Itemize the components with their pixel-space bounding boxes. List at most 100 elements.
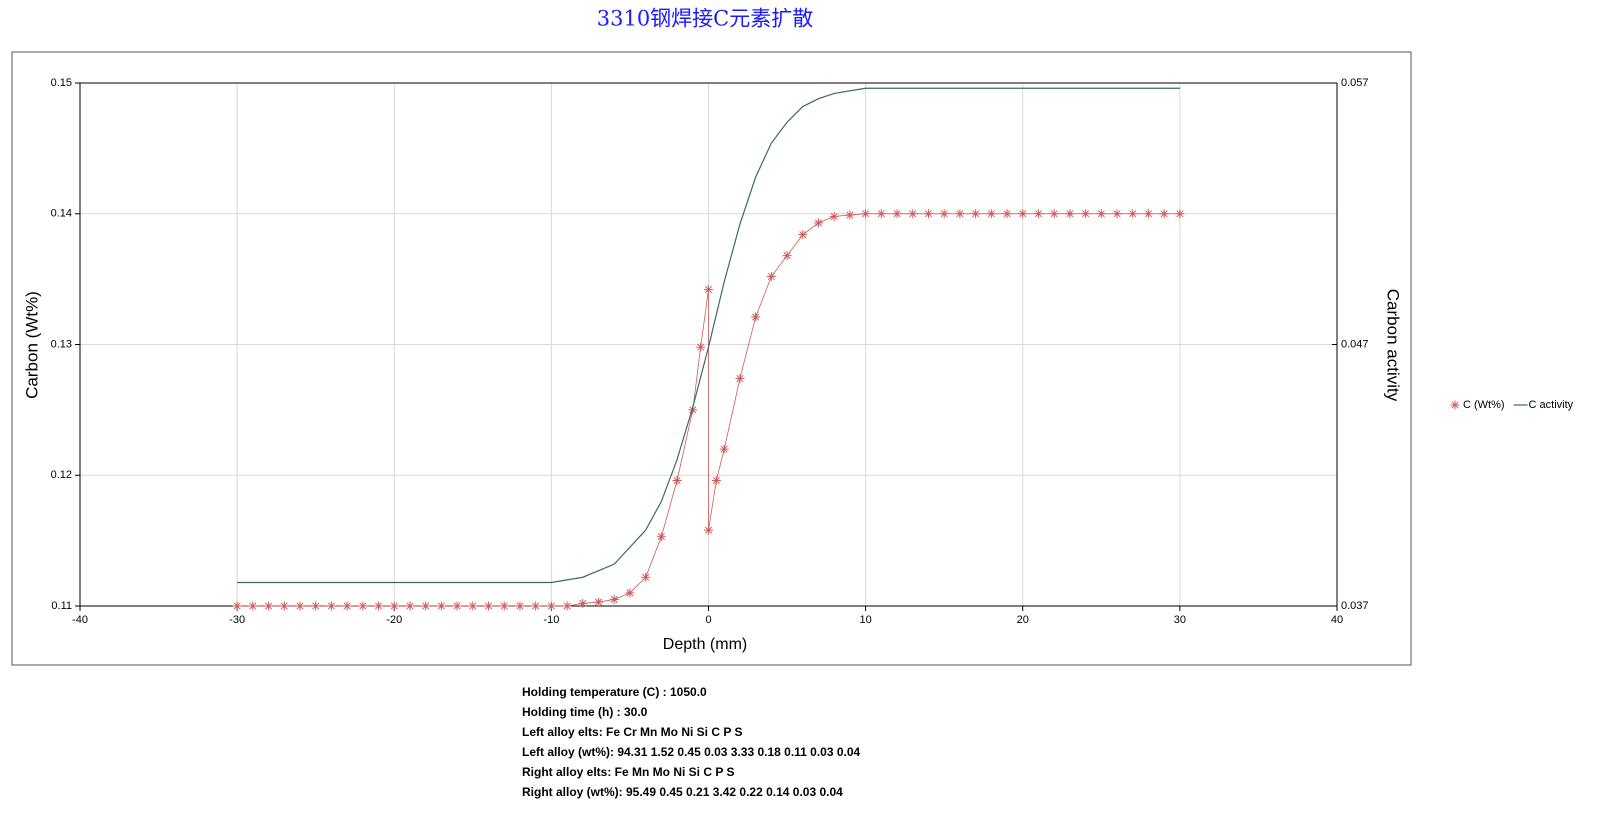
data-point <box>594 597 604 607</box>
data-point <box>358 601 368 611</box>
data-point <box>1065 209 1075 219</box>
info-line: Holding time (h) : 30.0 <box>522 705 648 719</box>
data-point <box>1143 209 1153 219</box>
data-point <box>389 601 399 611</box>
y-tick-label: 0.12 <box>51 469 72 481</box>
info-line: Holding temperature (C) : 1050.0 <box>522 685 707 699</box>
data-point <box>751 312 761 322</box>
data-point <box>499 601 509 611</box>
legend-swatch <box>1450 400 1460 410</box>
legend-label: C (Wt%) <box>1463 399 1505 411</box>
x-tick-label: -20 <box>386 614 402 626</box>
series-line <box>237 87 1180 584</box>
data-point <box>232 601 242 611</box>
data-point <box>876 209 886 219</box>
data-point <box>484 601 494 611</box>
data-point <box>562 601 572 611</box>
data-point <box>1081 209 1091 219</box>
data-point <box>546 601 556 611</box>
data-point <box>688 405 698 415</box>
data-point <box>704 525 713 535</box>
y2-tick-label: 0.037 <box>1341 600 1369 612</box>
data-point <box>766 272 776 282</box>
data-point <box>1175 209 1185 219</box>
data-point <box>342 601 352 611</box>
data-point <box>829 211 839 221</box>
data-point <box>1049 209 1059 219</box>
info-line: Left alloy (wt%): 94.31 1.52 0.45 0.03 3… <box>522 745 861 759</box>
data-point <box>986 209 996 219</box>
data-point <box>264 601 274 611</box>
data-point <box>531 601 541 611</box>
data-point <box>374 601 384 611</box>
data-point <box>735 373 745 383</box>
y-axis-label: Carbon (Wt%) <box>22 291 41 399</box>
x-tick-label: 10 <box>860 614 872 626</box>
x-tick-label: -10 <box>543 614 559 626</box>
data-point <box>468 601 478 611</box>
data-point <box>939 209 949 219</box>
y2-axis-label: Carbon activity <box>1384 289 1403 402</box>
data-point <box>452 601 462 611</box>
x-axis-label: Depth (mm) <box>663 636 747 653</box>
data-point <box>311 601 321 611</box>
data-point <box>892 209 902 219</box>
legend-label: C activity <box>1529 399 1574 411</box>
data-point <box>971 209 981 219</box>
x-tick-label: 40 <box>1331 614 1343 626</box>
data-point <box>1033 209 1043 219</box>
data-point <box>326 601 336 611</box>
data-point <box>295 601 305 611</box>
data-point <box>1096 209 1106 219</box>
data-point <box>1128 209 1138 219</box>
data-point <box>696 342 706 352</box>
x-tick-label: 0 <box>705 614 711 626</box>
chart-frame <box>11 51 1412 666</box>
chart-title: 3310钢焊接C元素扩散 <box>597 7 814 31</box>
series-markers <box>232 209 1185 611</box>
y-tick-label: 0.14 <box>51 208 72 220</box>
x-tick-label: -40 <box>72 614 88 626</box>
info-line: Right alloy elts: Fe Mn Mo Ni Si C P S <box>522 765 734 779</box>
data-point <box>421 601 431 611</box>
data-point <box>798 230 808 240</box>
data-point <box>1018 209 1028 219</box>
data-point <box>625 588 635 598</box>
info-line: Right alloy (wt%): 95.49 0.45 0.21 3.42 … <box>522 785 843 799</box>
data-point <box>656 532 666 542</box>
data-point <box>1112 209 1122 219</box>
data-point <box>1002 209 1012 219</box>
x-tick-label: 20 <box>1017 614 1029 626</box>
y-tick-label: 0.11 <box>51 600 72 612</box>
data-point <box>908 209 918 219</box>
data-point <box>672 475 682 485</box>
data-point <box>248 601 258 611</box>
data-point <box>719 444 729 454</box>
x-tick-label: -30 <box>229 614 245 626</box>
data-point <box>813 218 823 228</box>
y-tick-label: 0.15 <box>51 77 72 89</box>
info-line: Left alloy elts: Fe Cr Mn Mo Ni Si C P S <box>522 725 742 739</box>
series-line <box>237 213 1180 607</box>
data-point <box>1159 209 1169 219</box>
y2-tick-label: 0.057 <box>1341 77 1369 89</box>
data-point <box>923 209 933 219</box>
data-point <box>955 209 965 219</box>
data-point <box>609 594 619 604</box>
y-tick-label: 0.13 <box>51 338 72 350</box>
data-point <box>436 601 446 611</box>
data-point <box>515 601 525 611</box>
data-point <box>845 210 855 220</box>
data-point <box>704 285 713 295</box>
data-point <box>641 572 651 582</box>
data-point <box>782 251 792 261</box>
y2-tick-label: 0.047 <box>1341 338 1369 350</box>
data-point <box>861 209 871 219</box>
data-point <box>405 601 415 611</box>
data-point <box>578 598 588 608</box>
data-point <box>279 601 289 611</box>
data-point <box>711 475 721 485</box>
x-tick-label: 30 <box>1174 614 1186 626</box>
